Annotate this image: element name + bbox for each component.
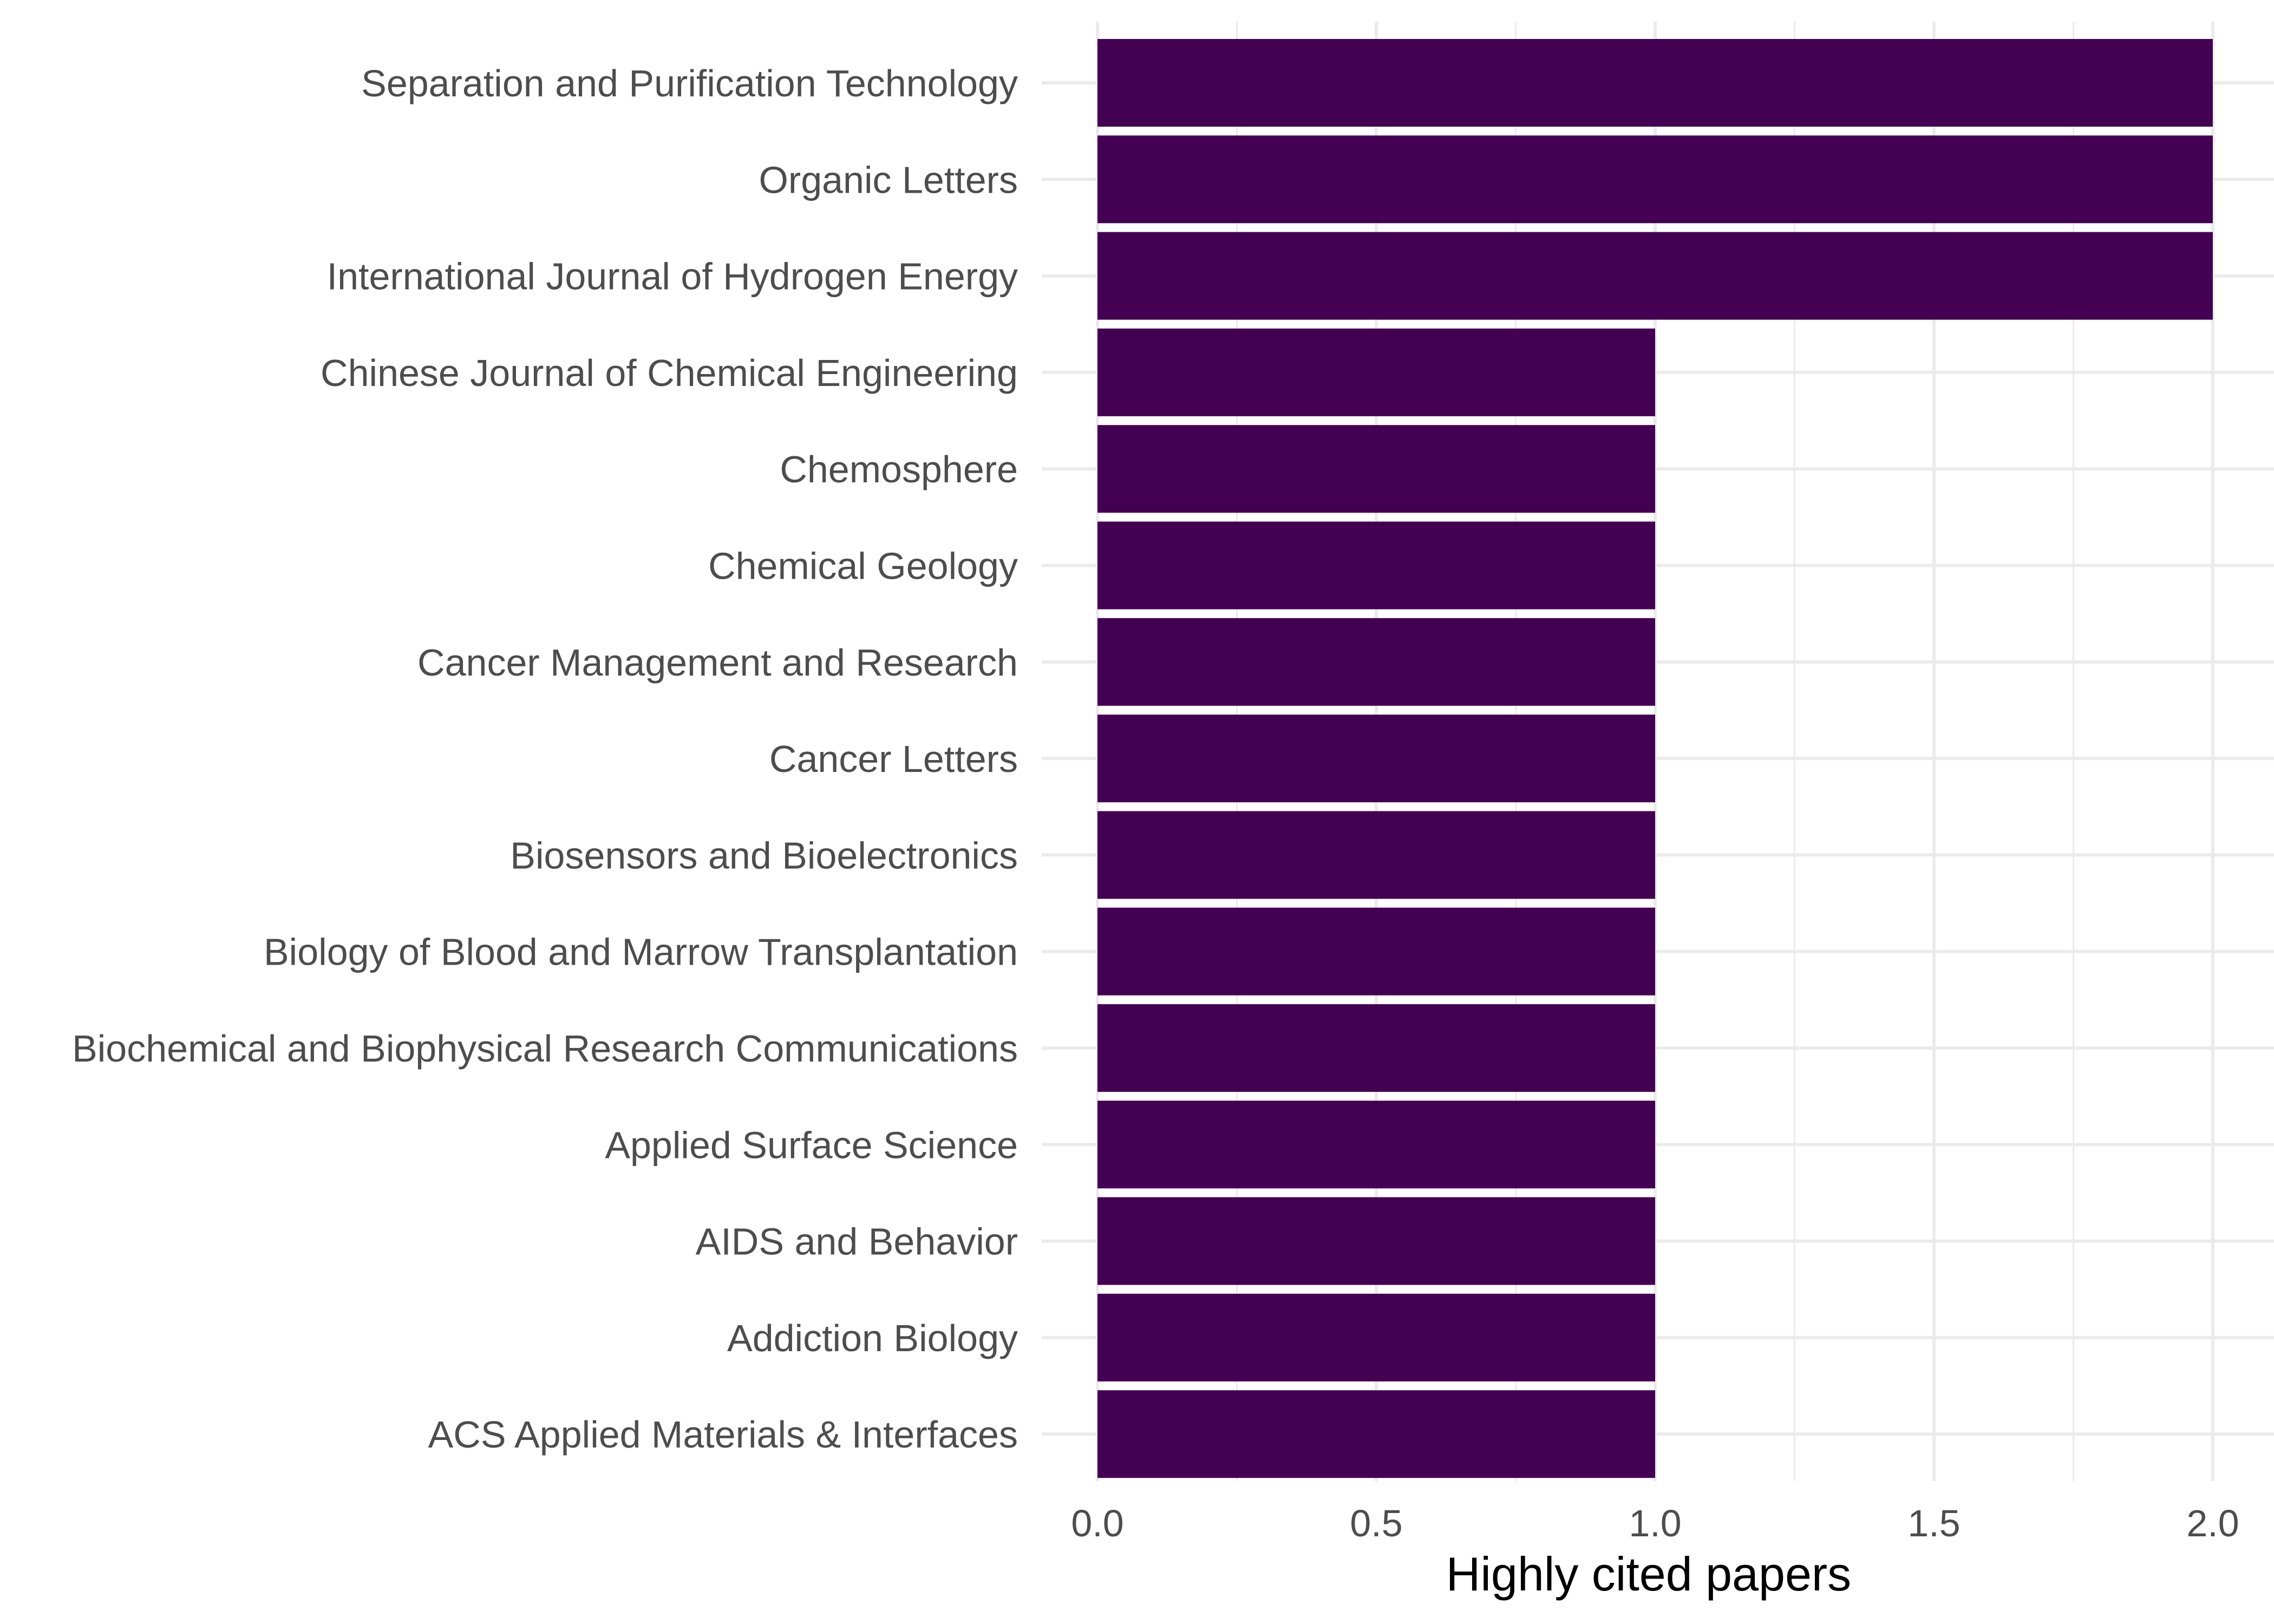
category-label: ACS Applied Materials & Interfaces <box>428 1413 1018 1456</box>
bar <box>1097 811 1655 899</box>
bar <box>1097 232 2213 320</box>
category-label: Biosensors and Bioelectronics <box>510 834 1018 876</box>
category-label: Chinese Journal of Chemical Engineering <box>321 352 1018 394</box>
x-tick-label: 2.0 <box>2186 1502 2239 1544</box>
x-axis-title: Highly cited papers <box>1446 1547 1851 1601</box>
bar <box>1097 618 1655 706</box>
category-label: Organic Letters <box>759 159 1018 201</box>
category-label: Applied Surface Science <box>605 1124 1018 1166</box>
bar <box>1097 1197 1655 1285</box>
category-label: Addiction Biology <box>727 1317 1018 1359</box>
category-label: Cancer Letters <box>769 738 1018 780</box>
category-label: Chemosphere <box>780 448 1018 490</box>
bar <box>1097 907 1655 996</box>
bar <box>1097 1390 1655 1478</box>
bars <box>1097 39 2213 1478</box>
bar <box>1097 1004 1655 1092</box>
bar <box>1097 39 2213 127</box>
bar <box>1097 425 1655 513</box>
category-label: Chemical Geology <box>708 545 1018 587</box>
bar <box>1097 715 1655 803</box>
category-label: Separation and Purification Technology <box>361 62 1018 104</box>
category-label: International Journal of Hydrogen Energy <box>327 256 1018 298</box>
x-tick-label: 0.0 <box>1071 1502 1123 1544</box>
category-label: Biochemical and Biophysical Research Com… <box>72 1027 1018 1070</box>
bar <box>1097 1293 1655 1381</box>
category-label: AIDS and Behavior <box>696 1221 1018 1263</box>
bar <box>1097 521 1655 610</box>
bar <box>1097 328 1655 416</box>
bar <box>1097 135 2213 224</box>
x-tick-label: 1.0 <box>1629 1502 1681 1544</box>
category-label: Cancer Management and Research <box>417 641 1018 684</box>
x-tick-label: 0.5 <box>1350 1502 1402 1544</box>
x-axis-ticks: 0.0 0.5 1.0 1.5 2.0 <box>1071 1502 2239 1544</box>
bar <box>1097 1101 1655 1189</box>
category-label: Biology of Blood and Marrow Transplantat… <box>264 931 1018 973</box>
x-tick-label: 1.5 <box>1907 1502 1960 1544</box>
category-labels: Separation and Purification Technology Or… <box>72 62 1018 1456</box>
